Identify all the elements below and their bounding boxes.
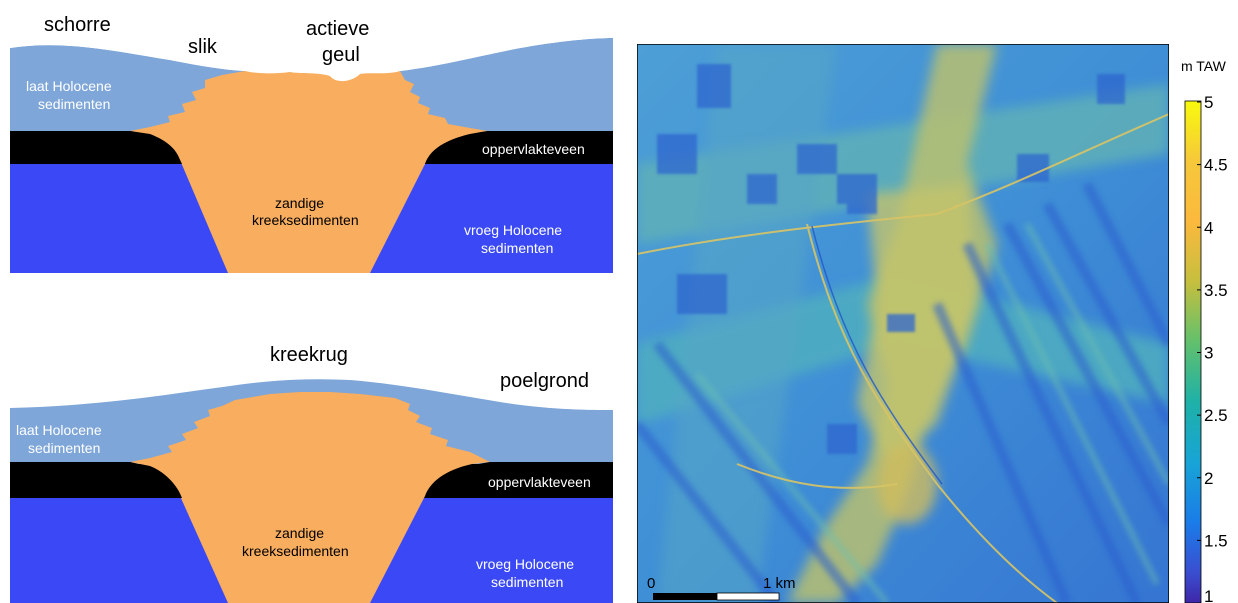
- colorbar-tick-label: 3.5: [1204, 281, 1228, 300]
- label-actieve-geul-line1: actieve: [306, 18, 370, 40]
- cross-section-top: [10, 0, 613, 273]
- colorbar-tick-label: 4.5: [1204, 156, 1228, 175]
- label-vroeg-holocene-top-2: sedimenten: [481, 240, 554, 256]
- label-laat-holocene-bottom-1: laat Holocene: [16, 422, 102, 438]
- colorbar-tick-label: 5: [1204, 94, 1213, 112]
- colorbar-tick-label: 1: [1204, 587, 1213, 603]
- label-slik: slik: [188, 36, 217, 58]
- label-kreekrug: kreekrug: [270, 344, 348, 366]
- zandige-kreeksedimenten-bottom: [130, 392, 490, 603]
- cross-section-bottom: [10, 379, 613, 603]
- label-poelgrond: poelgrond: [500, 370, 589, 392]
- colorbar-ticks: 5 4.5 4 3.5 3 2.5 2 1.5 1: [1197, 94, 1228, 603]
- label-laat-holocene-top-2: sedimenten: [38, 96, 111, 112]
- label-oppervlakteveen-bottom: oppervlakteveen: [488, 474, 591, 490]
- label-vroeg-holocene-bottom-2: sedimenten: [491, 574, 564, 590]
- colorbar-tick-label: 2.5: [1204, 406, 1228, 425]
- scale-bar-start: 0: [647, 575, 655, 592]
- label-zandige-bottom-1: zandige: [275, 525, 325, 541]
- colorbar-unit-label: m TAW: [1181, 58, 1226, 74]
- colorbar-tick-label: 2: [1204, 469, 1213, 488]
- label-schorre: schorre: [44, 14, 111, 36]
- label-laat-holocene-bottom-2: sedimenten: [28, 440, 101, 456]
- label-oppervlakteveen-top: oppervlakteveen: [482, 141, 585, 157]
- zandige-kreeksedimenten: [130, 71, 488, 273]
- label-laat-holocene-top-1: laat Holocene: [26, 78, 112, 94]
- label-zandige-top-1: zandige: [275, 195, 325, 211]
- colorbar-tick-label: 4: [1204, 218, 1213, 237]
- scale-bar-end: 1 km: [763, 575, 796, 592]
- label-zandige-bottom-2: kreeksedimenten: [242, 543, 349, 559]
- label-zandige-top-2: kreeksedimenten: [252, 212, 359, 228]
- scale-bar: 0 1 km: [647, 575, 796, 601]
- colorbar: 5 4.5 4 3.5 3 2.5 2 1.5 1: [1184, 94, 1228, 603]
- elevation-map: 0 1 km: [637, 44, 1169, 603]
- actieve-geul-channel: [245, 57, 400, 82]
- colorbar-tick-label: 3: [1204, 344, 1213, 363]
- colorbar-tick-label: 1.5: [1204, 531, 1228, 550]
- label-vroeg-holocene-bottom-1: vroeg Holocene: [476, 556, 575, 572]
- label-vroeg-holocene-top-1: vroeg Holocene: [464, 222, 563, 238]
- label-actieve-geul-line2: geul: [322, 44, 360, 66]
